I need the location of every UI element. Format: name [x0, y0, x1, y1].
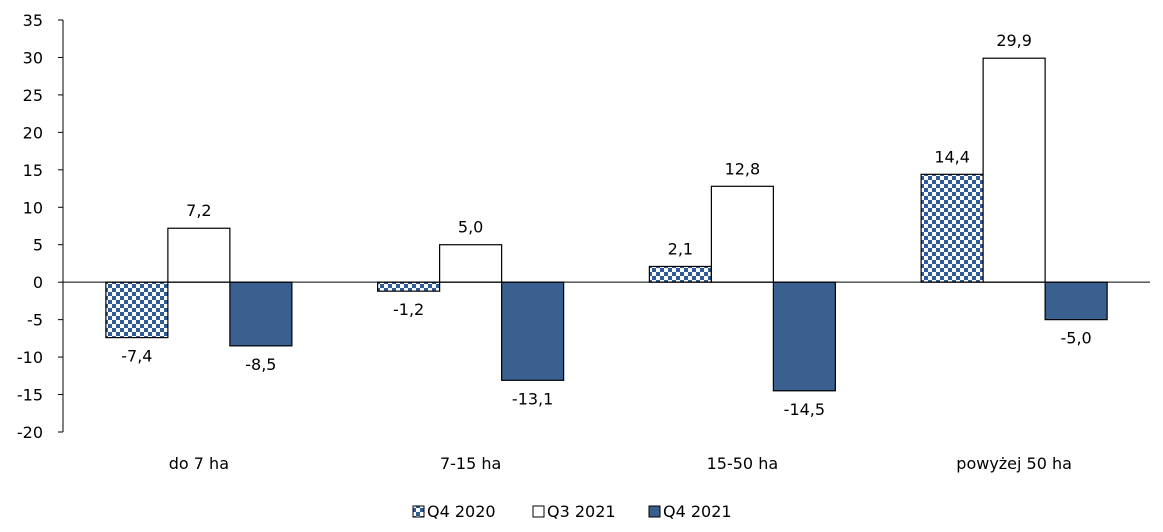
y-tick-label: -5 — [27, 311, 43, 330]
y-tick-label: 0 — [33, 273, 43, 292]
bar — [982, 57, 1046, 283]
category-label: powyżej 50 ha — [956, 454, 1072, 473]
y-tick-label: 35 — [23, 11, 43, 30]
data-label: -5,0 — [1061, 329, 1092, 348]
bar — [1044, 281, 1108, 321]
data-label: -13,1 — [512, 389, 553, 408]
y-tick-label: 20 — [23, 123, 43, 142]
legend-item: Q4 2021 — [648, 502, 732, 521]
data-label: 14,4 — [934, 147, 970, 166]
y-tick-label: -15 — [17, 386, 43, 405]
y-tick-label: 5 — [33, 236, 43, 255]
data-label: -7,4 — [121, 347, 152, 366]
bar — [105, 281, 169, 339]
data-label: -1,2 — [393, 300, 424, 319]
bar — [229, 281, 293, 347]
data-label: -14,5 — [784, 400, 825, 419]
bar — [648, 265, 712, 283]
data-label: 7,2 — [186, 201, 211, 220]
data-labels-group: -7,4 -1,2 2,1 14,4 7,2 5,0 12,8 29,9 -8,5 -13,1 -1… — [121, 31, 1091, 419]
bar — [501, 281, 565, 381]
y-axis: 35 30 25 20 15 10 5 0 -5 -10 -15 -20 — [17, 11, 64, 442]
bar — [167, 227, 231, 283]
legend-swatch — [532, 505, 545, 518]
data-label: 2,1 — [668, 239, 693, 258]
legend-label: Q3 2021 — [547, 502, 616, 521]
data-label: 12,8 — [725, 159, 761, 178]
legend-label: Q4 2020 — [427, 502, 496, 521]
category-labels-group: do 7 ha 7-15 ha 15-50 ha powyżej 50 ha — [169, 454, 1072, 473]
category-label: 15-50 ha — [707, 454, 779, 473]
bars-group — [105, 57, 1108, 392]
y-tick-label: -10 — [17, 348, 43, 367]
bar — [439, 244, 503, 283]
bar — [772, 281, 836, 392]
bar — [710, 185, 774, 283]
legend-item: Q3 2021 — [532, 502, 616, 521]
y-tick-label: 10 — [23, 198, 43, 217]
data-label: 5,0 — [458, 218, 483, 237]
bar — [377, 281, 441, 292]
y-tick-label: -20 — [17, 423, 43, 442]
data-label: -8,5 — [245, 355, 276, 374]
category-label: 7-15 ha — [440, 454, 501, 473]
data-label: 29,9 — [996, 31, 1032, 50]
legend-swatch — [412, 505, 425, 518]
legend: Q4 2020 Q3 2021 Q4 2021 — [412, 502, 732, 521]
legend-label: Q4 2021 — [663, 502, 732, 521]
category-label: do 7 ha — [169, 454, 229, 473]
y-tick-label: 15 — [23, 161, 43, 180]
bar — [920, 173, 984, 283]
y-tick-label: 25 — [23, 86, 43, 105]
legend-item: Q4 2020 — [412, 502, 496, 521]
y-tick-label: 30 — [23, 48, 43, 67]
legend-swatch — [648, 505, 661, 518]
